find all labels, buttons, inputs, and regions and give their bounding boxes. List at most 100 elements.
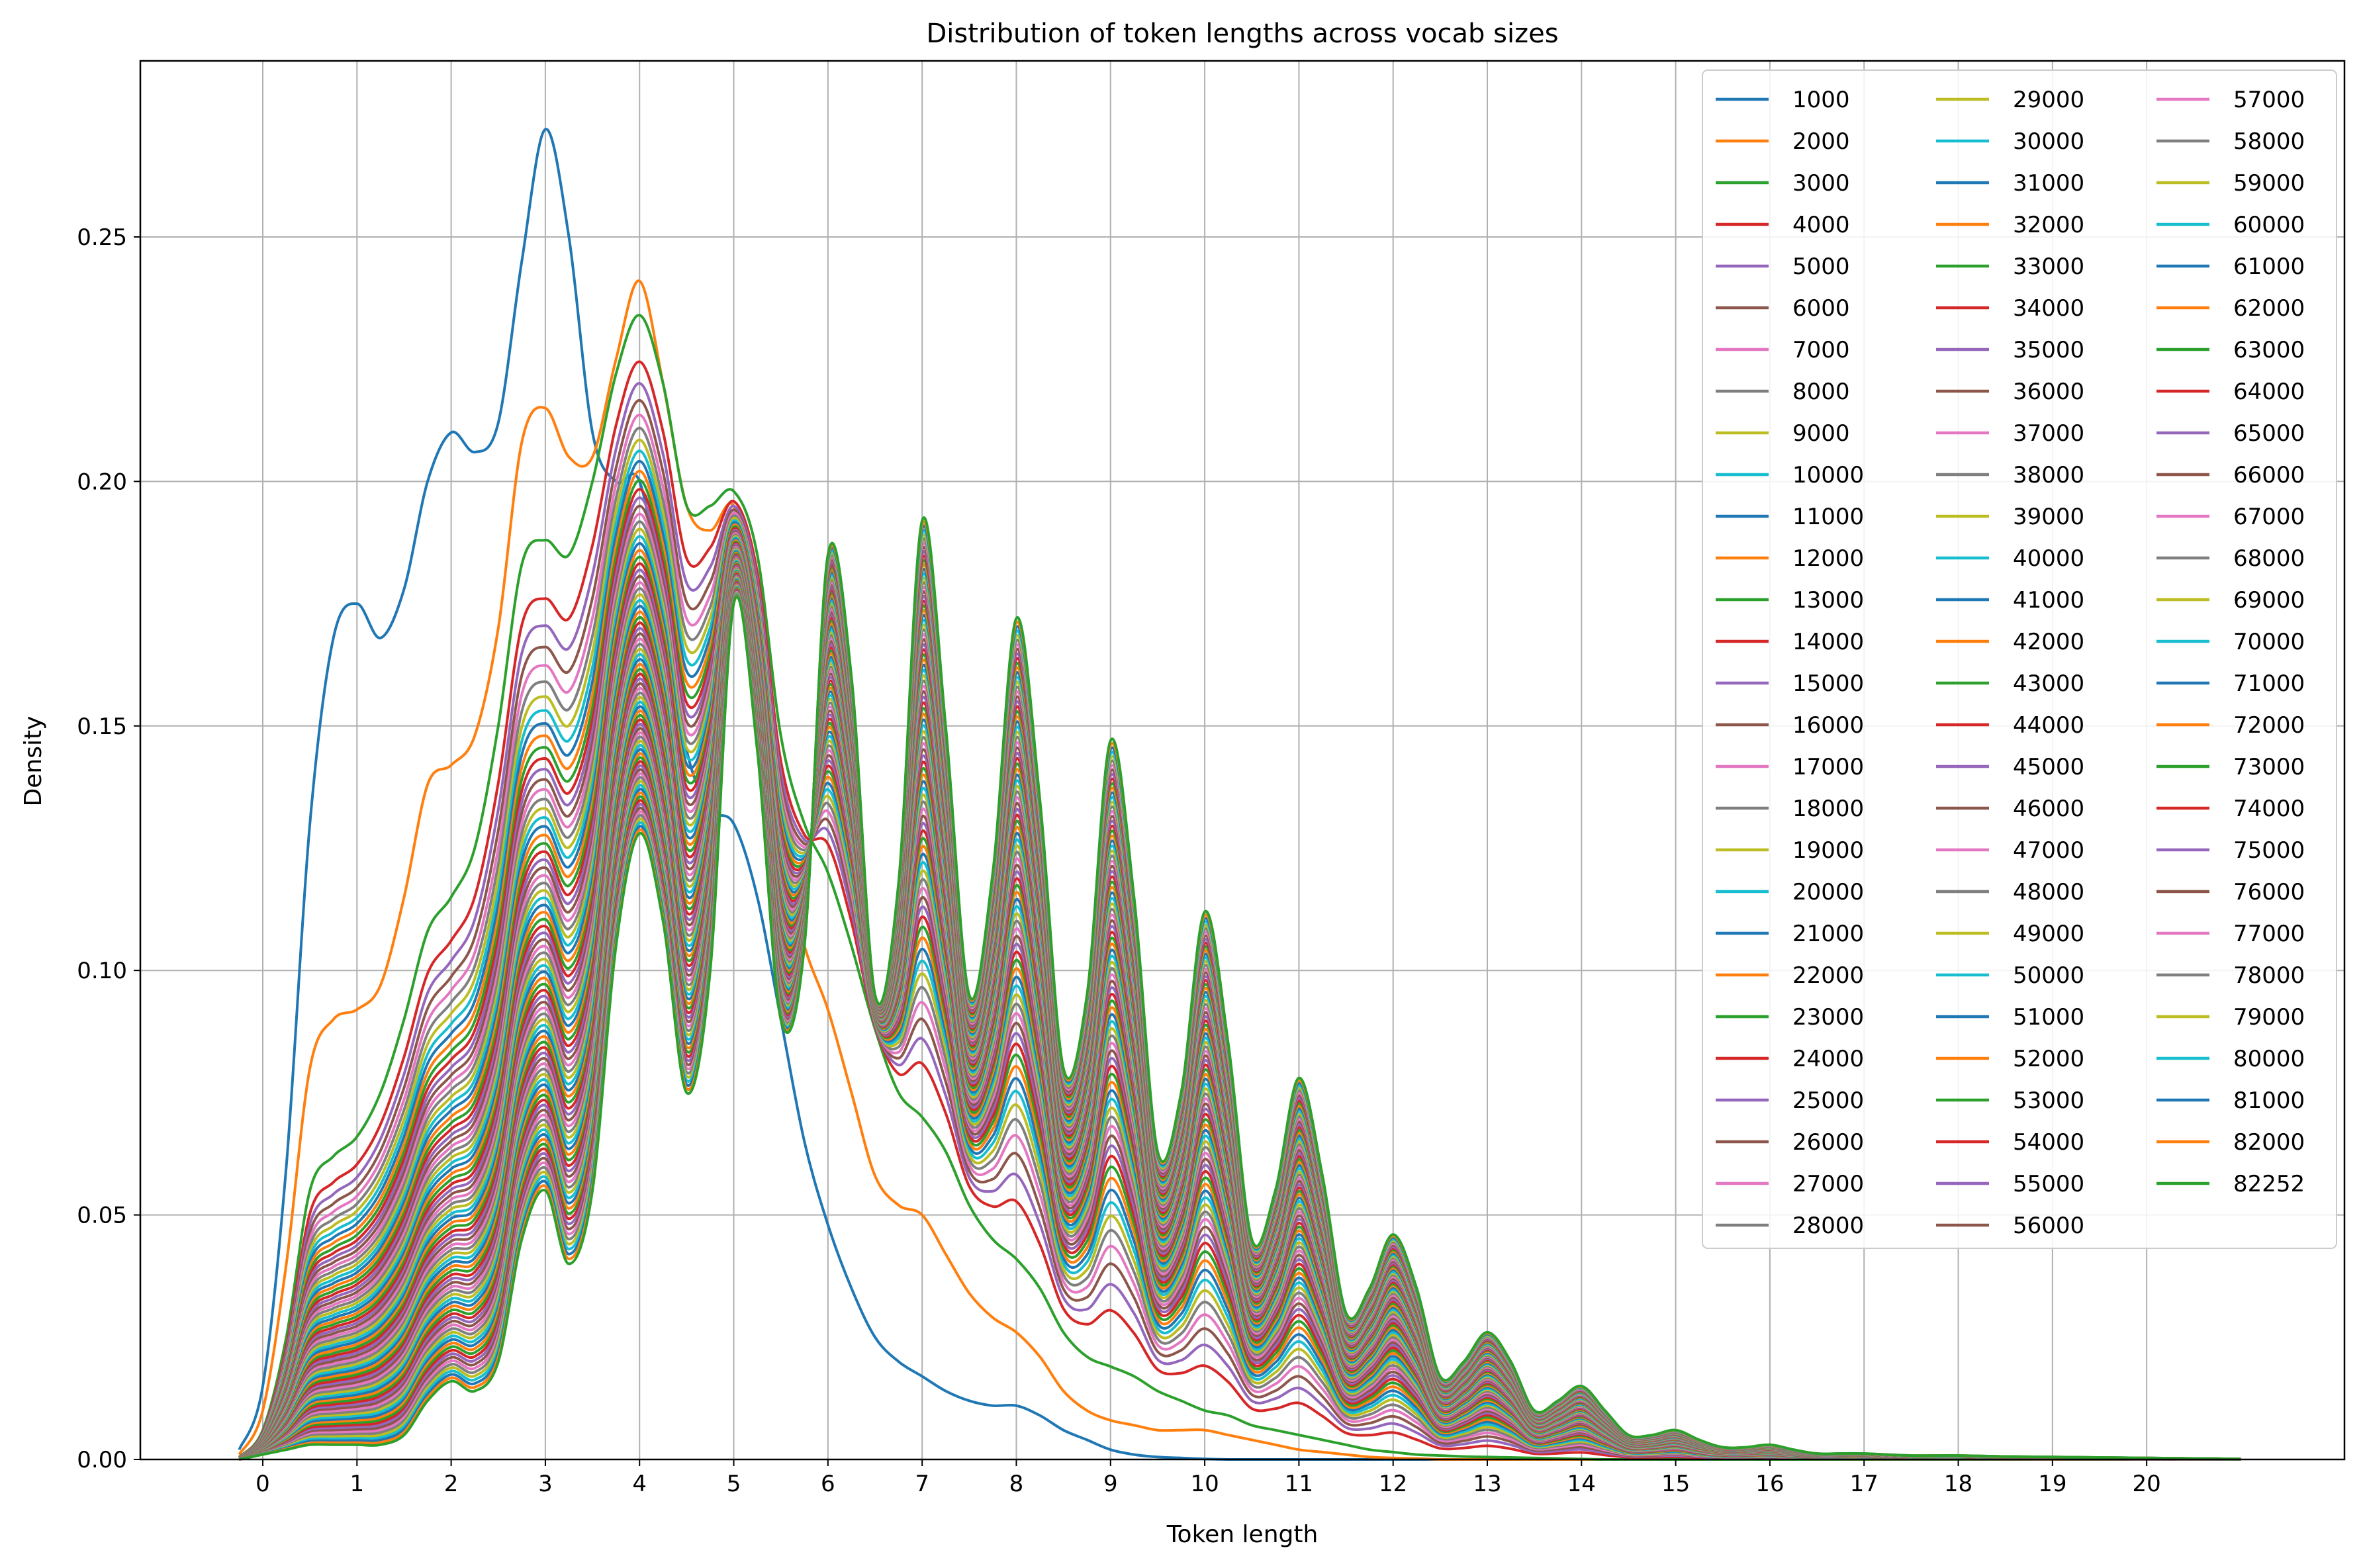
legend-label: 65000 (2233, 420, 2305, 447)
legend-label: 1000 (1792, 87, 1850, 113)
legend-entry-44000: 44000 (1936, 712, 2084, 739)
legend-label: 9000 (1792, 420, 1850, 447)
legend-entry-82000: 82000 (2156, 1129, 2305, 1156)
x-tick-label: 11 (1285, 1471, 1313, 1497)
legend-entry-67000: 67000 (2156, 504, 2305, 530)
legend-entry-57000: 57000 (2156, 87, 2305, 113)
legend-entry-30000: 30000 (1936, 128, 2084, 155)
x-tick-label: 5 (727, 1471, 741, 1497)
legend-label: 14000 (1792, 629, 1864, 655)
legend-entry-23000: 23000 (1716, 1004, 1864, 1031)
legend-entry-13000: 13000 (1716, 587, 1864, 614)
legend-label: 8000 (1792, 379, 1850, 405)
legend-entry-3000: 3000 (1716, 170, 1850, 197)
legend-label: 47000 (2013, 837, 2084, 864)
legend-label: 18000 (1792, 796, 1864, 822)
legend-label: 82252 (2233, 1171, 2305, 1197)
legend-label: 34000 (2013, 295, 2084, 322)
legend-label: 7000 (1792, 337, 1850, 363)
legend-label: 64000 (2233, 379, 2305, 405)
legend-label: 35000 (2013, 337, 2084, 363)
legend-label: 30000 (2013, 128, 2084, 155)
legend-label: 46000 (2013, 796, 2084, 822)
legend-entry-17000: 17000 (1716, 754, 1864, 780)
legend-label: 13000 (1792, 587, 1864, 614)
legend-entry-82252: 82252 (2156, 1171, 2305, 1197)
legend-entry-29000: 29000 (1936, 87, 2084, 113)
legend-entry-12000: 12000 (1716, 545, 1864, 572)
x-tick-label: 3 (538, 1471, 553, 1497)
legend-label: 38000 (2013, 462, 2084, 488)
legend-label: 22000 (1792, 962, 1864, 989)
legend-entry-38000: 38000 (1936, 462, 2084, 488)
legend-entry-50000: 50000 (1936, 962, 2084, 989)
legend-label: 79000 (2233, 1004, 2305, 1031)
x-tick-label: 10 (1190, 1471, 1219, 1497)
legend-entry-7000: 7000 (1716, 337, 1850, 363)
legend-label: 66000 (2233, 462, 2305, 488)
x-axis-ticks: 0 1 2 3 4 5 6 7 8 9 10 11 12 13 14 15 16 17 18 19 20 (255, 1459, 2161, 1497)
legend-entry-77000: 77000 (2156, 921, 2305, 947)
legend-entry-49000: 49000 (1936, 921, 2084, 947)
y-tick-label: 0.00 (77, 1447, 127, 1473)
legend-label: 69000 (2233, 587, 2305, 614)
legend-entry-64000: 64000 (2156, 379, 2305, 405)
legend-label: 78000 (2233, 962, 2305, 989)
legend-label: 25000 (1792, 1087, 1864, 1114)
legend-entry-59000: 59000 (2156, 170, 2305, 197)
legend-entry-39000: 39000 (1936, 504, 2084, 530)
x-tick-label: 1 (349, 1471, 364, 1497)
x-tick-label: 13 (1473, 1471, 1501, 1497)
legend-label: 36000 (2013, 379, 2084, 405)
legend-entry-58000: 58000 (2156, 128, 2305, 155)
legend-entry-10000: 10000 (1716, 462, 1864, 488)
legend-label: 54000 (2013, 1129, 2084, 1156)
legend-label: 26000 (1792, 1129, 1864, 1156)
x-tick-label: 20 (2133, 1471, 2161, 1497)
x-tick-label: 6 (821, 1471, 835, 1497)
legend-entry-15000: 15000 (1716, 670, 1864, 697)
legend-entry-75000: 75000 (2156, 837, 2305, 864)
legend-entry-42000: 42000 (1936, 629, 2084, 655)
legend-entry-70000: 70000 (2156, 629, 2305, 655)
x-tick-label: 19 (2038, 1471, 2066, 1497)
legend-entry-79000: 79000 (2156, 1004, 2305, 1031)
legend-label: 72000 (2233, 712, 2305, 739)
legend-label: 61000 (2233, 254, 2305, 280)
legend-label: 62000 (2233, 295, 2305, 322)
legend-label: 23000 (1792, 1004, 1864, 1031)
legend-label: 44000 (2013, 712, 2084, 739)
legend-label: 17000 (1792, 754, 1864, 780)
legend-label: 29000 (2013, 87, 2084, 113)
legend-label: 28000 (1792, 1213, 1864, 1239)
x-tick-label: 8 (1009, 1471, 1024, 1497)
legend-entry-27000: 27000 (1716, 1171, 1864, 1197)
legend-label: 32000 (2013, 212, 2084, 238)
series-lines (238, 128, 2241, 1461)
x-tick-label: 9 (1103, 1471, 1118, 1497)
legend-label: 4000 (1792, 212, 1850, 238)
legend-entry-56000: 56000 (1936, 1213, 2084, 1239)
legend-entry-45000: 45000 (1936, 754, 2084, 780)
legend-entry-36000: 36000 (1936, 379, 2084, 405)
legend-label: 3000 (1792, 170, 1850, 197)
y-tick-label: 0.15 (77, 714, 127, 740)
legend-entry-48000: 48000 (1936, 879, 2084, 905)
legend-label: 55000 (2013, 1171, 2084, 1197)
y-axis-ticks: 0.00 0.05 0.10 0.15 0.20 0.25 (77, 224, 140, 1473)
legend-label: 27000 (1792, 1171, 1864, 1197)
plot-frame (139, 60, 2346, 1461)
legend-entry-47000: 47000 (1936, 837, 2084, 864)
legend-label: 45000 (2013, 754, 2084, 780)
legend-label: 31000 (2013, 170, 2084, 197)
legend-entry-24000: 24000 (1716, 1046, 1864, 1072)
legend-label: 51000 (2013, 1004, 2084, 1031)
legend-entry-16000: 16000 (1716, 712, 1864, 739)
legend-entry-9000: 9000 (1716, 420, 1850, 447)
legend-label: 80000 (2233, 1046, 2305, 1072)
legend-entry-31000: 31000 (1936, 170, 2084, 197)
legend-entry-61000: 61000 (2156, 254, 2305, 280)
y-tick-label: 0.10 (77, 958, 127, 984)
legend-label: 56000 (2013, 1213, 2084, 1239)
